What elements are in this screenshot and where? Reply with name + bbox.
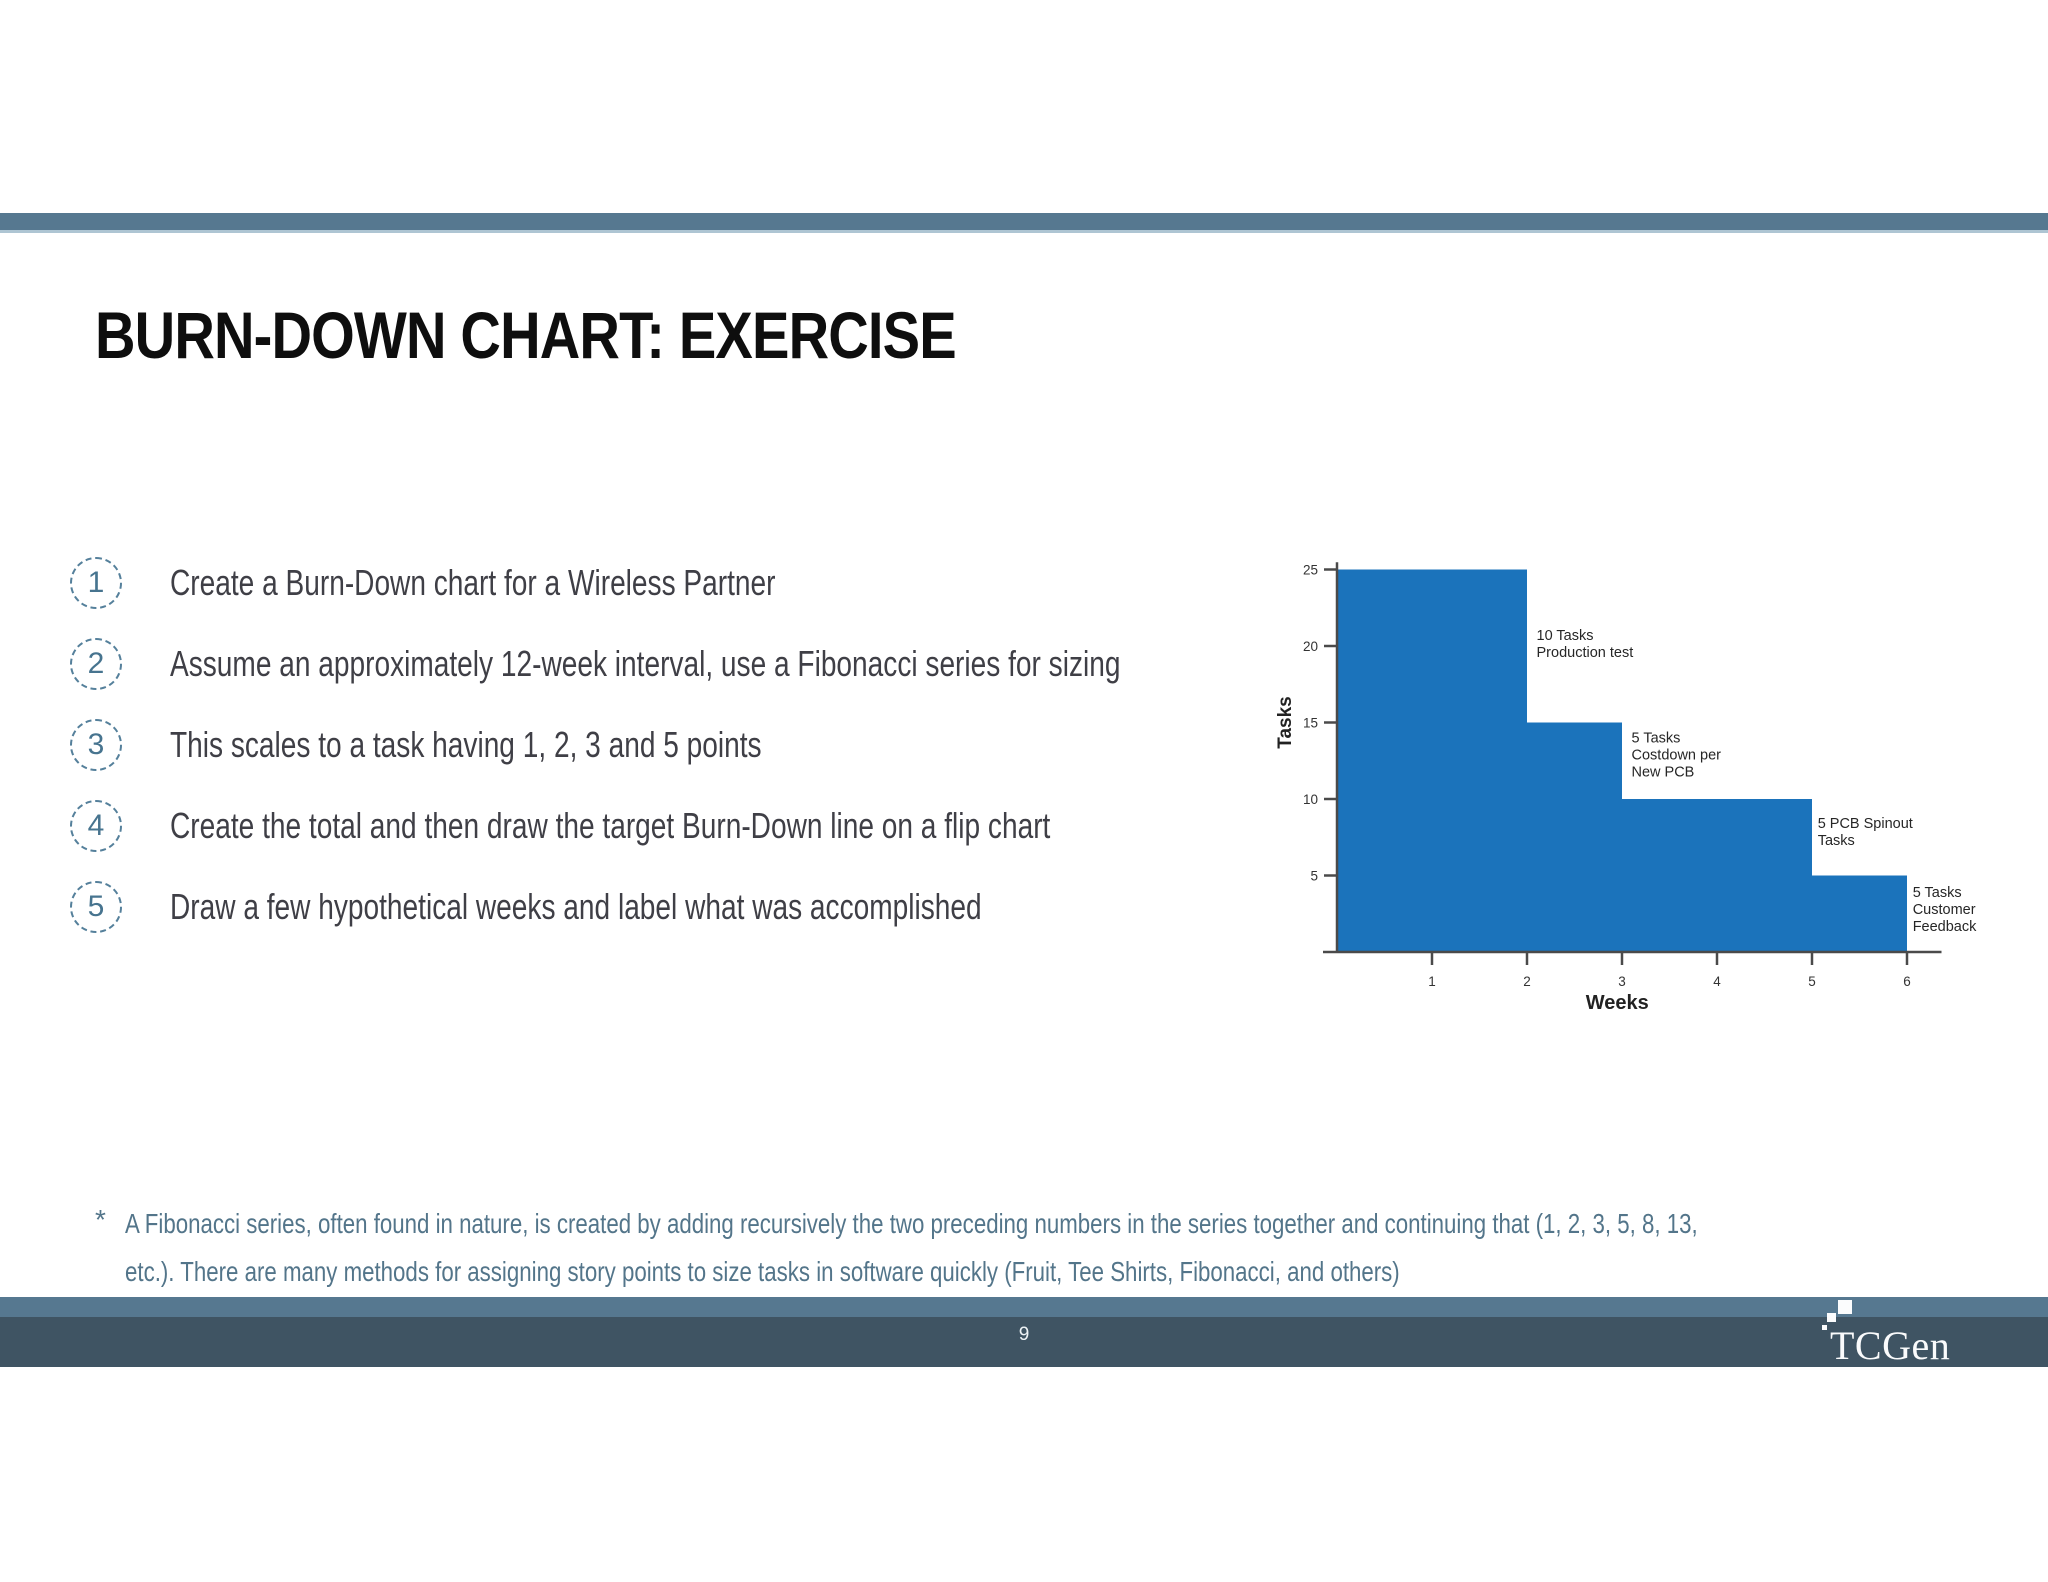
list-item: 1 Create a Burn-Down chart for a Wireles…: [70, 542, 1389, 623]
footnote-marker: *: [95, 1204, 106, 1235]
svg-text:2: 2: [1523, 974, 1531, 989]
burndown-chart: 5 10 15 20 25 1 2 3 4 5 6 Tasks Weeks 10 Tasks Product…: [1255, 545, 2048, 1045]
svg-text:4: 4: [1713, 974, 1721, 989]
tcgen-logo: TCGen: [1818, 1296, 2038, 1368]
burndown-chart-svg: 5 10 15 20 25 1 2 3 4 5 6 Tasks Weeks 10 Tasks Product…: [1275, 562, 1977, 1014]
footer-bar: [0, 1317, 2048, 1367]
svg-text:Tasks: Tasks: [1275, 696, 1296, 748]
svg-text:15: 15: [1303, 716, 1318, 731]
step-text: Draw a few hypothetical weeks and label …: [170, 885, 982, 927]
list-item: 2 Assume an approximately 12-week interv…: [70, 623, 1389, 704]
svg-text:20: 20: [1303, 639, 1318, 654]
svg-text:1: 1: [1428, 974, 1436, 989]
step-text: Create a Burn-Down chart for a Wireless …: [170, 561, 776, 603]
svg-text:3: 3: [1618, 974, 1626, 989]
step-text: Create the total and then draw the targe…: [170, 804, 1051, 846]
footer-accent-bar: [0, 1297, 2048, 1317]
top-accent-bar: [0, 213, 2048, 233]
step-number-badge: 1: [70, 556, 122, 609]
logo-square-large: [1838, 1300, 1852, 1314]
logo-square-medium: [1827, 1313, 1836, 1322]
page-title: BURN-DOWN CHART: EXERCISE: [95, 298, 957, 372]
list-item: 3 This scales to a task having 1, 2, 3 a…: [70, 704, 1389, 785]
footnote-text: A Fibonacci series, often found in natur…: [125, 1200, 1995, 1296]
footnote-line-1: A Fibonacci series, often found in natur…: [125, 1208, 1698, 1239]
svg-text:10: 10: [1303, 792, 1318, 807]
list-item: 5 Draw a few hypothetical weeks and labe…: [70, 866, 1389, 947]
exercise-steps-list: 1 Create a Burn-Down chart for a Wireles…: [70, 542, 1389, 947]
footnote-line-2: etc.). There are many methods for assign…: [125, 1256, 1400, 1287]
logo-wordmark: TCGen: [1830, 1323, 1951, 1368]
svg-text:5: 5: [1808, 974, 1816, 989]
step-text: Assume an approximately 12-week interval…: [170, 642, 1121, 684]
step-number-badge: 2: [70, 637, 122, 690]
svg-text:Weeks: Weeks: [1586, 992, 1649, 1014]
svg-text:5: 5: [1310, 869, 1318, 884]
footnote: * A Fibonacci series, often found in nat…: [95, 1200, 1995, 1296]
step-number-badge: 3: [70, 718, 122, 771]
page-number: 9: [1018, 1324, 1030, 1345]
step-text: This scales to a task having 1, 2, 3 and…: [170, 723, 762, 765]
svg-text:25: 25: [1303, 563, 1318, 578]
list-item: 4 Create the total and then draw the tar…: [70, 785, 1389, 866]
svg-text:6: 6: [1903, 974, 1911, 989]
step-number-badge: 4: [70, 799, 122, 852]
step-number-badge: 5: [70, 880, 122, 933]
logo-square-small: [1822, 1325, 1827, 1330]
